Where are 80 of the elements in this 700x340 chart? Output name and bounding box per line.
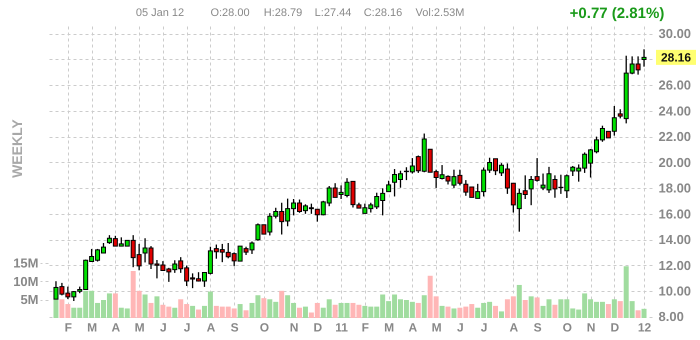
bar xyxy=(297,308,302,318)
x-tick-label: J xyxy=(160,320,167,334)
text: H:28.79 xyxy=(264,7,302,19)
bar xyxy=(440,306,445,318)
bar xyxy=(612,299,617,318)
x-tick-label: M xyxy=(432,320,442,334)
bar xyxy=(148,302,154,318)
bar xyxy=(642,308,647,318)
x-tick-label: A xyxy=(510,320,519,334)
x-tick-label: N xyxy=(586,320,596,334)
y-tick-label: 20.00 xyxy=(658,154,692,170)
x-tick-label: S xyxy=(230,320,239,334)
x-tick-label: J xyxy=(184,320,190,334)
bar xyxy=(534,297,540,318)
y-tick-label: 22.00 xyxy=(658,129,692,144)
bar xyxy=(261,298,266,318)
bar xyxy=(279,290,284,318)
bar xyxy=(618,301,623,318)
bar xyxy=(190,306,196,318)
x-tick-label: S xyxy=(534,320,542,334)
x-tick-label: O xyxy=(260,320,270,334)
bar xyxy=(451,308,456,318)
x-tick-label: F xyxy=(362,320,370,334)
bar xyxy=(493,306,498,318)
bar xyxy=(606,304,611,318)
x-tick-label: A xyxy=(112,320,121,334)
y-tick-label: 30.00 xyxy=(658,26,692,42)
x-tick-label: M xyxy=(87,320,98,334)
bar xyxy=(516,284,522,318)
text: WEEKLY xyxy=(9,118,25,178)
text: Vol:2.53M xyxy=(416,7,464,19)
bar xyxy=(302,306,308,318)
x-tick-label: J xyxy=(480,320,488,334)
text: L:27.44 xyxy=(314,7,352,19)
candlestick xyxy=(386,180,392,192)
x-tick-label: A xyxy=(206,320,216,334)
x-tick-label: 12 xyxy=(638,320,652,334)
y-tick-label: 24.00 xyxy=(658,103,692,118)
x-tick-label: N xyxy=(290,320,298,334)
bar xyxy=(552,304,558,318)
bar xyxy=(154,296,160,318)
text: +0.77 (2.81%) xyxy=(570,5,664,22)
bar xyxy=(142,294,148,318)
bar xyxy=(422,295,427,318)
bar xyxy=(244,310,249,318)
y-tick-label: 10.00 xyxy=(658,283,692,298)
text: C:28.16 xyxy=(364,7,402,19)
x-tick-label: D xyxy=(610,320,620,334)
x-tick-label: O xyxy=(562,320,572,334)
y2-tick-label: 15M xyxy=(13,255,38,270)
bar xyxy=(112,293,118,318)
x-tick-label: 11 xyxy=(335,320,348,334)
bar xyxy=(196,310,202,318)
y-tick-label: 18.00 xyxy=(658,180,692,196)
bar xyxy=(522,300,528,318)
y2-tick-label: 5M xyxy=(20,292,38,308)
bar xyxy=(238,304,243,318)
bar xyxy=(332,304,338,318)
y-tick-label: 8.00 xyxy=(658,309,684,324)
bar xyxy=(172,308,178,318)
bar xyxy=(446,306,451,318)
bar xyxy=(498,311,504,318)
bar xyxy=(636,310,641,318)
x-tick-label: D xyxy=(313,320,322,334)
candlestick xyxy=(642,48,647,68)
x-tick-label: J xyxy=(457,320,464,334)
x-tick-label: A xyxy=(408,320,418,334)
y-tick-label: 16.00 xyxy=(658,206,692,222)
y-tick-label: 14.00 xyxy=(658,232,692,248)
x-tick-label: M xyxy=(134,320,145,334)
bar xyxy=(416,302,421,318)
x-tick-label: F xyxy=(64,320,72,334)
y-tick-label: 12.00 xyxy=(658,258,692,273)
text: O:28.00 xyxy=(210,7,250,19)
y-tick-label: 26.00 xyxy=(658,78,692,93)
x-tick-label: M xyxy=(384,320,394,334)
bar xyxy=(528,296,534,318)
y2-tick-label: 10M xyxy=(13,274,38,289)
text: 05 Jan 12 xyxy=(136,7,184,19)
text: 28.16 xyxy=(660,50,692,64)
